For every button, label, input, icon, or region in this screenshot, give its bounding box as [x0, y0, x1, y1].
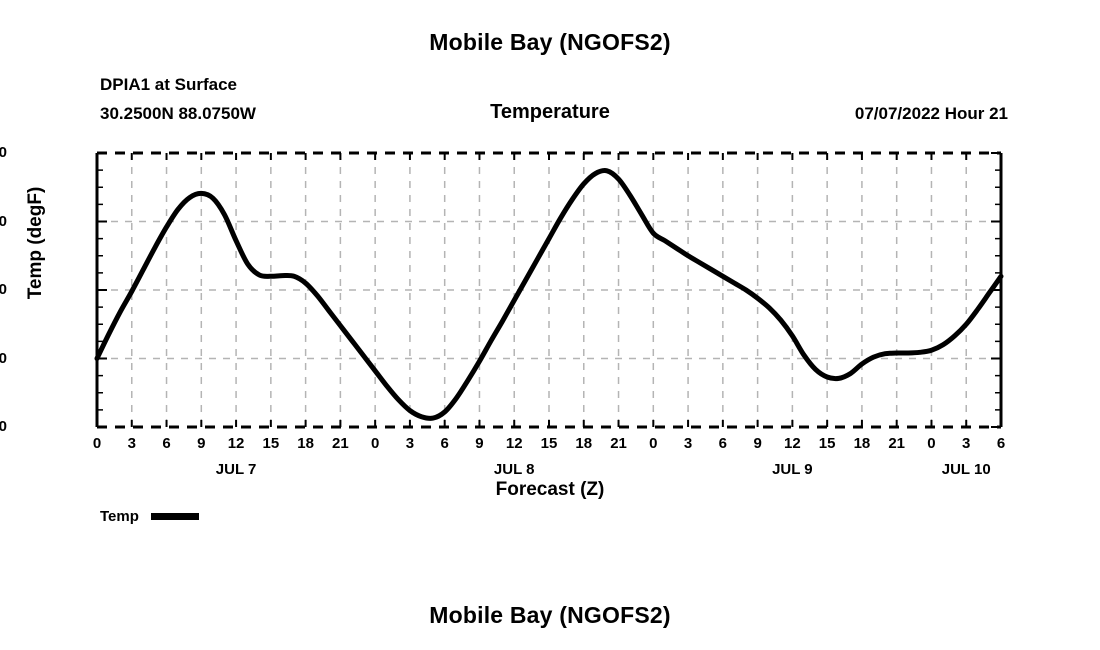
x-tick-label: 21: [332, 435, 349, 452]
legend: Temp: [100, 508, 199, 525]
legend-line-swatch: [150, 513, 199, 520]
x-tick-label: 0: [927, 435, 936, 452]
x-tick-label: 3: [683, 435, 693, 452]
x-tick-label: 3: [405, 435, 415, 452]
coordinates-label: 30.2500N 88.0750W: [100, 104, 256, 123]
x-tick-label: 6: [996, 435, 1006, 452]
x-tick-label: 15: [818, 435, 836, 452]
x-tick-label: 9: [475, 435, 484, 452]
x-axis-day-label: JUL 8: [493, 461, 535, 478]
y-tick-label: 89.00: [0, 212, 7, 230]
x-tick-label: 3: [962, 435, 971, 452]
y-tick-label: 88.00: [0, 281, 7, 298]
x-tick-label: 6: [162, 435, 171, 452]
grid-lines: [97, 153, 1001, 427]
y-tick-label: 90.00: [0, 144, 7, 161]
y-tick-label: 87.00: [0, 349, 7, 367]
x-tick-label: 21: [888, 435, 906, 452]
x-tick-label: 21: [610, 435, 627, 452]
x-axis-day-label: JUL 7: [215, 461, 257, 478]
model-run-time: 07/07/2022 Hour 21: [854, 104, 1008, 123]
x-tick-label: 12: [784, 435, 801, 452]
x-tick-label: 18: [297, 435, 314, 452]
x-tick-label: 15: [540, 435, 558, 452]
y-tick-label: 86.00: [0, 418, 7, 435]
x-tick-label: 12: [227, 435, 245, 452]
x-tick-label: 18: [853, 435, 871, 452]
parameter-title: Temperature: [490, 101, 610, 123]
x-tick-label: 18: [575, 435, 593, 452]
x-tick-label: 9: [753, 435, 762, 452]
x-tick-label: 3: [127, 435, 136, 452]
x-tick-label: 0: [92, 435, 102, 452]
page-title-bottom: Mobile Bay (NGOFS2): [429, 602, 671, 628]
x-tick-label: 12: [505, 435, 523, 452]
x-axis-day-label: JUL 9: [772, 461, 813, 478]
x-tick-label: 0: [649, 435, 658, 452]
x-axis-label: Forecast (Z): [495, 479, 605, 500]
x-tick-label: 9: [197, 435, 206, 452]
x-axis-day-label: JUL 10: [941, 461, 991, 478]
station-label: DPIA1 at Surface: [100, 75, 237, 94]
x-tick-label: 15: [262, 435, 280, 452]
legend-label: Temp: [100, 508, 139, 525]
x-tick-label: 6: [440, 435, 449, 452]
x-tick-label: 0: [370, 435, 380, 452]
plot-frame: [95, 151, 1003, 429]
x-tick-label: 6: [718, 435, 728, 452]
data-series-layer: [94, 168, 1004, 421]
page-title-top: Mobile Bay (NGOFS2): [429, 29, 671, 55]
